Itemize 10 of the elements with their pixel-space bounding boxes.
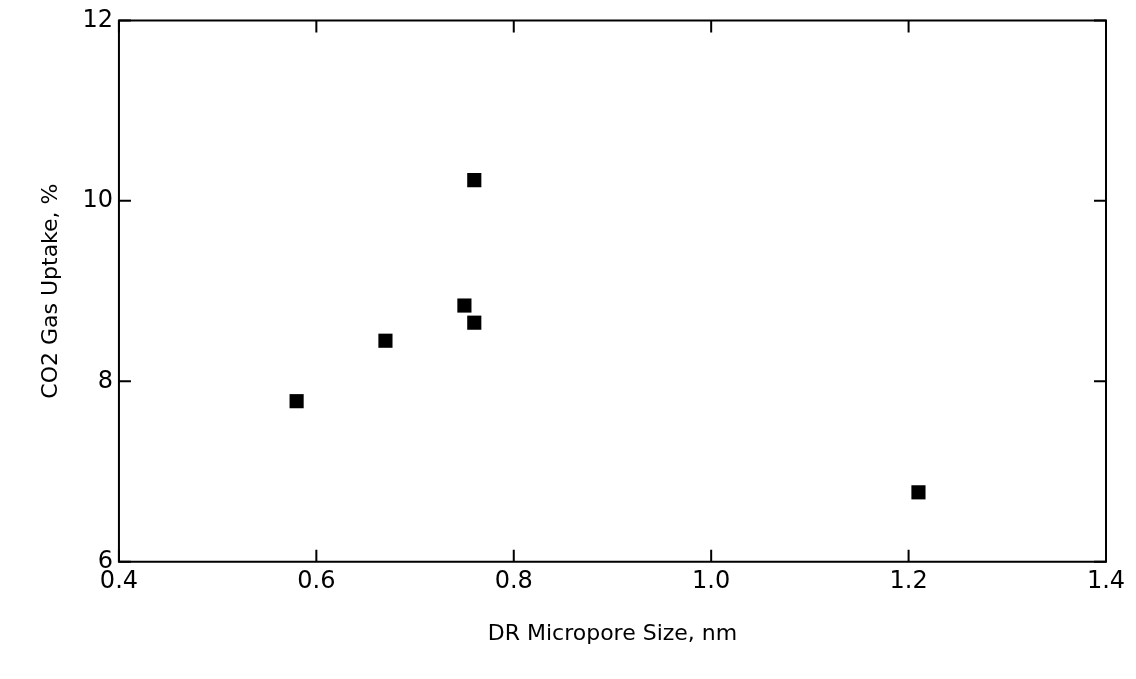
x-tick-label: 1.4 (1086, 566, 1126, 595)
x-tick-label: 1.2 (889, 566, 928, 595)
y-axis-title: CO2 Gas Uptake, % (36, 183, 62, 399)
x-tick-label: 0.8 (494, 566, 533, 595)
x-tick-label: 1.0 (692, 566, 731, 595)
x-axis-title: DR Micropore Size, nm (487, 619, 738, 645)
x-tick-label: 0.6 (297, 566, 336, 595)
y-tick-label: 12 (82, 4, 113, 33)
y-tick-label: 8 (97, 365, 113, 394)
y-tick-label: 10 (82, 185, 113, 214)
